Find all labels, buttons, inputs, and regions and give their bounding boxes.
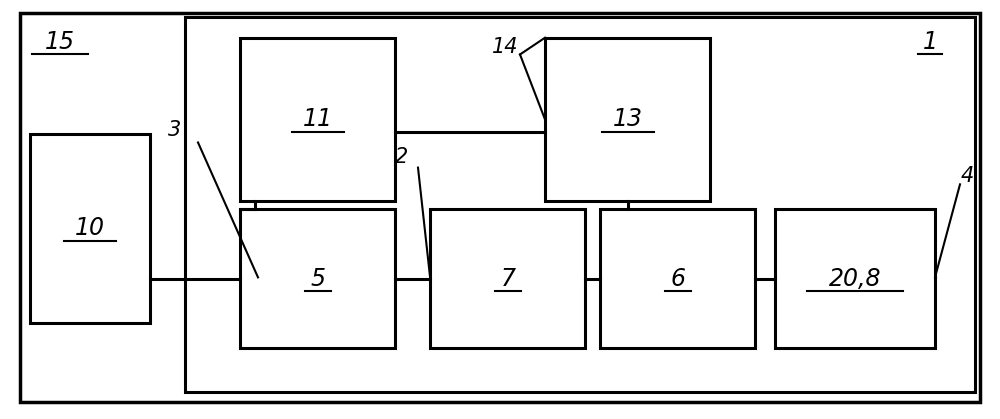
- Text: 14: 14: [492, 37, 518, 57]
- Bar: [600, 210, 755, 348]
- Bar: [775, 210, 935, 348]
- Bar: [185, 17, 975, 392]
- Text: 2: 2: [395, 147, 409, 167]
- Text: 3: 3: [168, 120, 182, 140]
- Text: 10: 10: [75, 216, 105, 241]
- Text: 5: 5: [310, 266, 326, 291]
- Text: 6: 6: [670, 266, 686, 291]
- Text: 11: 11: [303, 107, 333, 132]
- Bar: [240, 210, 395, 348]
- Bar: [545, 38, 710, 201]
- Text: 7: 7: [501, 266, 516, 291]
- Text: 4: 4: [960, 166, 974, 186]
- Text: 15: 15: [45, 30, 75, 54]
- Text: 20,8: 20,8: [829, 266, 881, 291]
- Text: 1: 1: [922, 30, 938, 54]
- Bar: [240, 38, 395, 201]
- Bar: [30, 134, 150, 323]
- Bar: [430, 210, 585, 348]
- Text: 13: 13: [613, 107, 643, 132]
